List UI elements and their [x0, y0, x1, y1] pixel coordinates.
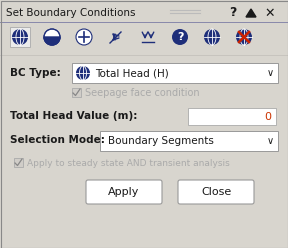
- Circle shape: [204, 29, 220, 45]
- Circle shape: [12, 29, 28, 45]
- Text: Selection Mode:: Selection Mode:: [10, 135, 105, 145]
- Text: Apply to steady state AND transient analysis: Apply to steady state AND transient anal…: [27, 158, 230, 167]
- Bar: [72, 88, 81, 97]
- Circle shape: [76, 29, 92, 45]
- Text: Seepage face condition: Seepage face condition: [85, 88, 200, 98]
- Circle shape: [172, 29, 188, 45]
- Bar: [14, 158, 23, 167]
- Polygon shape: [246, 9, 256, 17]
- Text: Set Boundary Conditions: Set Boundary Conditions: [6, 8, 135, 18]
- Bar: [10, 27, 30, 47]
- Circle shape: [76, 66, 90, 80]
- FancyBboxPatch shape: [178, 180, 254, 204]
- Polygon shape: [44, 37, 60, 45]
- Text: ?: ?: [177, 32, 183, 42]
- Circle shape: [236, 29, 252, 45]
- Circle shape: [44, 29, 60, 45]
- Text: Total Head (H): Total Head (H): [95, 68, 169, 78]
- Text: Apply: Apply: [108, 187, 140, 197]
- Bar: [188, 108, 276, 125]
- Bar: [100, 131, 278, 151]
- Text: Total Head Value (m):: Total Head Value (m):: [10, 111, 137, 121]
- Text: BC Type:: BC Type:: [10, 68, 61, 78]
- Text: Close: Close: [201, 187, 231, 197]
- Text: Boundary Segments: Boundary Segments: [108, 136, 214, 146]
- Text: ✕: ✕: [265, 6, 275, 20]
- Text: 0: 0: [264, 112, 271, 122]
- FancyBboxPatch shape: [86, 180, 162, 204]
- Text: ∨: ∨: [266, 136, 274, 146]
- Text: ∨: ∨: [266, 68, 274, 78]
- Text: ?: ?: [229, 6, 237, 20]
- Bar: [72, 63, 278, 83]
